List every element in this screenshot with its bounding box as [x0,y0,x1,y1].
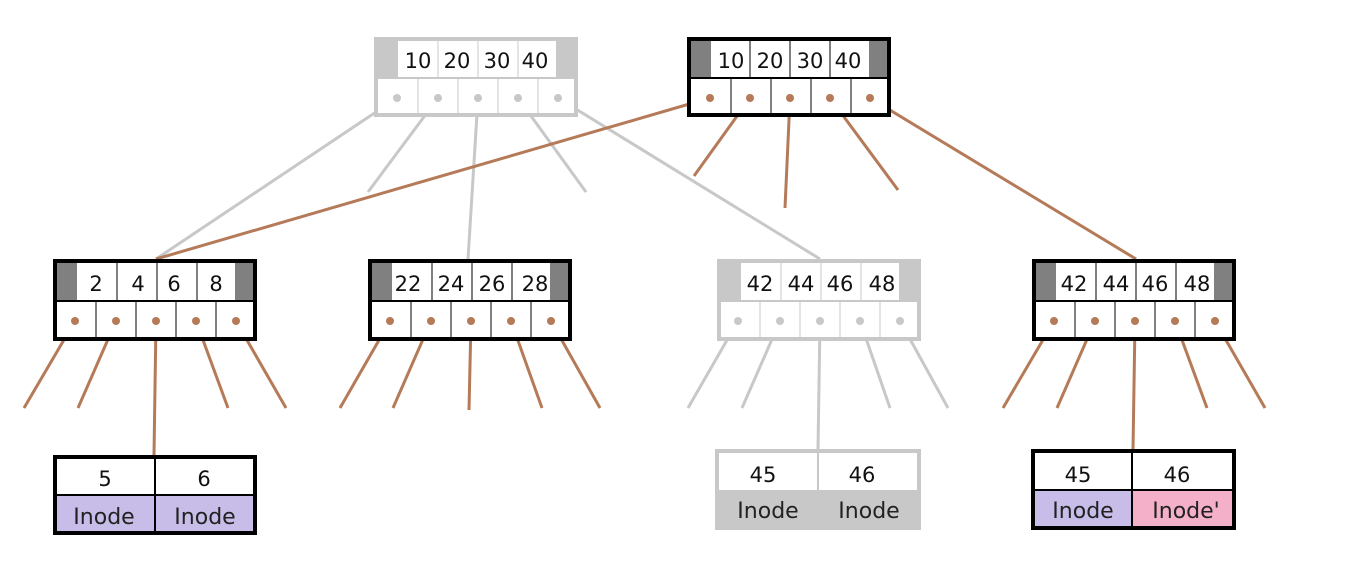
key: 28 [522,272,549,296]
node-cap [378,41,398,78]
edge-old-root-to-node-c [557,96,821,261]
pointer-dot [554,94,562,102]
node-cap [372,263,392,301]
edge-new-root-to-node-c-new [869,96,1137,261]
edge-new-root-to-node-a [155,96,711,261]
key: 4 [131,272,144,296]
key: 8 [209,272,222,296]
edge-node-c-to-leaf-2 [816,320,822,450]
key: 48 [869,272,896,296]
key: 44 [788,272,815,296]
pointer-dot [434,94,442,102]
pointer-dot [467,317,475,325]
pointer-dot [232,317,240,325]
leaf-key: 5 [98,467,111,491]
internal-node-a: 2 4 6 8 [53,259,257,341]
key: 20 [757,49,784,73]
node-cap [869,41,887,78]
pointer-dot [816,317,824,325]
pointer-dot [866,94,874,102]
node-cap [721,263,741,301]
inode-label: Inode [174,505,235,530]
key: 26 [479,272,506,296]
key: 10 [718,49,745,73]
pointer-dot [547,317,555,325]
pointer-dot [393,94,401,102]
node-cap [235,263,253,301]
key: 44 [1103,272,1130,296]
key: 42 [747,272,774,296]
node-cap [550,263,568,301]
pointer-dot [746,94,754,102]
pointer-dot [786,94,794,102]
key: 22 [395,272,422,296]
node-cap [1214,263,1232,301]
key: 20 [444,49,471,73]
inode-label: Inode [838,499,899,524]
leaf-node-2-old: 45 46 Inode Inode [715,449,921,530]
key: 46 [1142,272,1169,296]
internal-node-c-new: 42 44 46 48 [1032,259,1236,341]
leaf-key: 46 [1164,463,1191,487]
node-cap [57,263,77,301]
node-cap [556,41,574,78]
pointer-dot [474,94,482,102]
key: 24 [438,272,465,296]
key: 40 [522,49,549,73]
pointer-dot [71,317,79,325]
pointer-dot [1211,317,1219,325]
pointer-dot [1091,317,1099,325]
pointer-dot [386,317,394,325]
edge-node-c-new-to-leaf-3 [1131,320,1137,451]
node-cap [1036,263,1056,301]
leaf-key: 45 [750,463,777,487]
pointer-dot [856,317,864,325]
pointer-dot [1131,317,1139,325]
leaf-key: 6 [197,467,210,491]
inode-label: Inode [1052,499,1113,524]
pointer-dot [514,94,522,102]
pointer-dot [112,317,120,325]
leaf-key: 46 [849,463,876,487]
pointer-dot [192,317,200,325]
internal-node-b: 22 24 26 28 [368,259,572,341]
key: 6 [167,272,180,296]
pointer-dot [507,317,515,325]
node-cap [691,41,711,78]
inode-label: Inode' [1152,499,1219,524]
key: 46 [827,272,854,296]
pointer-dot [427,317,435,325]
key: 48 [1184,272,1211,296]
key: 42 [1061,272,1088,296]
pointer-dot [706,94,714,102]
pointer-dot [826,94,834,102]
edge-old-root-to-node-b [466,97,480,260]
pointer-dot [776,317,784,325]
key: 2 [89,272,102,296]
pointer-dot [152,317,160,325]
key: 10 [405,49,432,73]
leaf-key: 45 [1065,463,1092,487]
old-root-node: 10 20 30 40 [374,37,578,117]
key: 30 [797,49,824,73]
inode-label: Inode [737,499,798,524]
pointer-dot [1050,317,1058,325]
node-cap [899,263,917,301]
edge-node-a-to-leaf-1 [152,320,158,456]
pointer-dot [734,317,742,325]
pointer-dot [896,317,904,325]
inode-label: Inode [73,505,134,530]
leaf-node-3-new: 45 46 Inode Inode' [1031,449,1236,530]
pointer-dot [1171,317,1179,325]
new-root-node: 10 20 30 40 [687,37,891,117]
edge-old-root-to-node-a [155,96,398,261]
leaf-node-1: 5 6 Inode Inode [53,455,257,535]
internal-node-c-old: 42 44 46 48 [717,259,921,341]
key: 40 [835,49,862,73]
key: 30 [484,49,511,73]
